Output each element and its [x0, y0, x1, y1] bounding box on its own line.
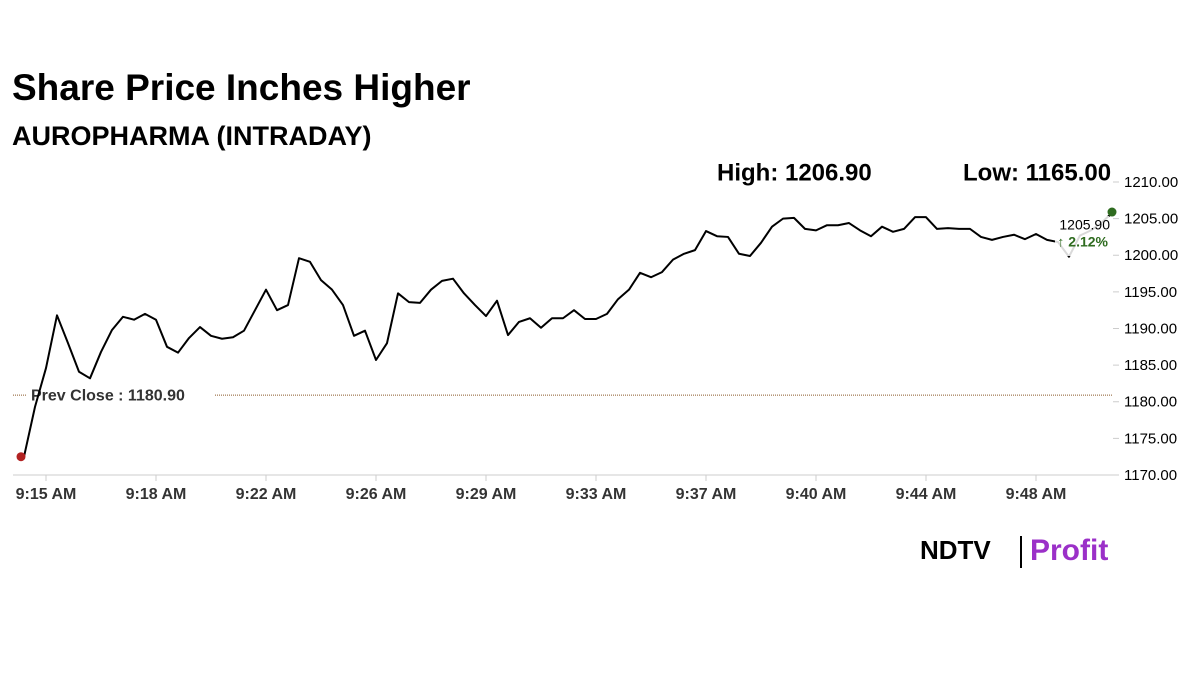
value-label-bg: [1055, 216, 1109, 257]
y-tick-label: 1180.00: [1124, 394, 1177, 411]
change-label: ↑ 2.12%: [1057, 234, 1108, 250]
x-tick-label: 9:44 AM: [896, 486, 957, 503]
logo-brand: NDTV: [920, 535, 991, 565]
y-tick-label: 1170.00: [1124, 467, 1177, 484]
value-label: 1205.90: [1059, 217, 1110, 233]
y-tick-label: 1190.00: [1124, 320, 1177, 337]
start-marker: [16, 452, 26, 462]
x-tick-label: 9:40 AM: [786, 486, 847, 503]
x-tick-label: 9:18 AM: [126, 486, 187, 503]
price-line: [23, 211, 1114, 457]
y-tick-label: 1185.00: [1124, 357, 1177, 374]
chart-title: Share Price Inches Higher: [12, 67, 471, 108]
x-tick-label: 9:37 AM: [676, 486, 737, 503]
y-tick-label: 1200.00: [1124, 247, 1178, 264]
x-tick-label: 9:15 AM: [16, 486, 77, 503]
y-tick-label: 1195.00: [1124, 284, 1177, 301]
x-tick-label: 9:33 AM: [566, 486, 627, 503]
x-tick-label: 9:26 AM: [346, 486, 407, 503]
end-marker: [1107, 207, 1117, 217]
high-label: High: 1206.90: [717, 159, 872, 186]
y-tick-label: 1205.00: [1124, 211, 1178, 228]
y-tick-label: 1210.00: [1124, 174, 1178, 191]
x-tick-label: 9:29 AM: [456, 486, 517, 503]
logo: NDTV Profit: [920, 534, 1108, 568]
x-tick-label: 9:48 AM: [1006, 486, 1067, 503]
reference-label: Prev Close : 1180.90: [31, 387, 185, 404]
logo-product: Profit: [1030, 534, 1108, 567]
x-tick-label: 9:22 AM: [236, 486, 297, 503]
low-label: Low: 1165.00: [963, 159, 1111, 186]
y-tick-label: 1175.00: [1124, 430, 1177, 447]
reference-label-bg: [26, 384, 214, 407]
chart-subtitle: AUROPHARMA (INTRADAY): [12, 121, 372, 151]
